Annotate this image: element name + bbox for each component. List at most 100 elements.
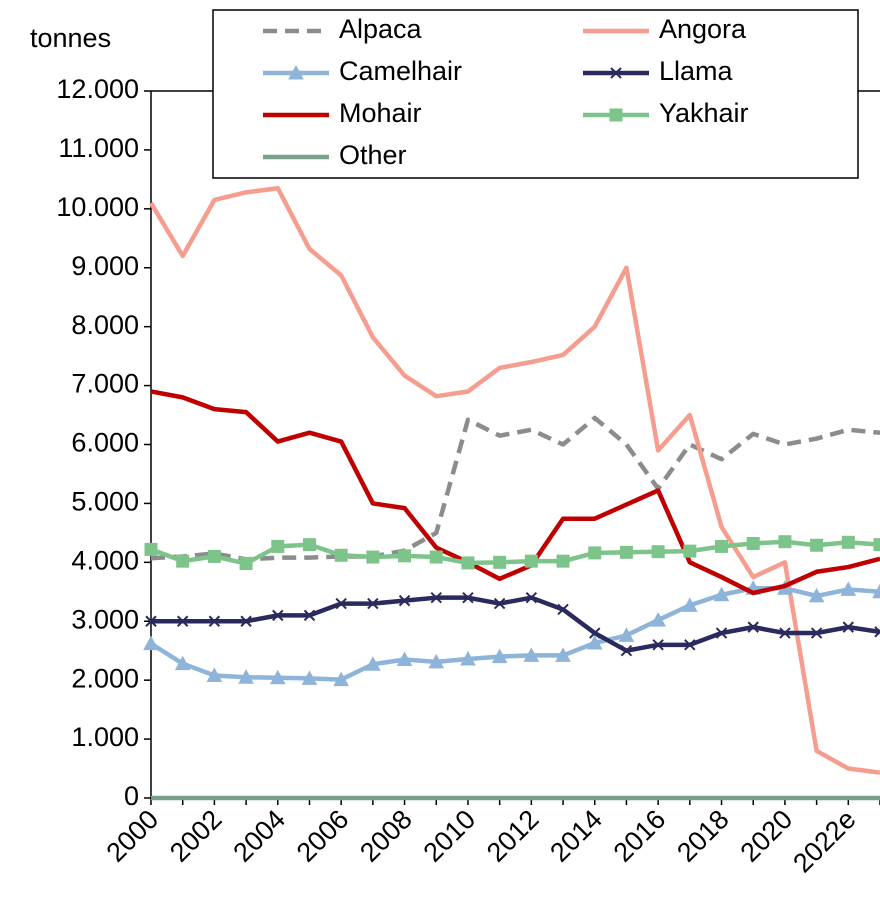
- x-tick-label: 2016: [608, 804, 672, 868]
- marker-x: [240, 615, 252, 627]
- marker-x: [208, 615, 221, 627]
- marker-triangle: [428, 653, 445, 669]
- marker-triangle: [365, 656, 381, 671]
- marker-triangle: [523, 647, 540, 662]
- x-tick-label: 2012: [481, 804, 545, 868]
- y-tick-label: 1.000: [71, 722, 139, 752]
- marker-square: [461, 556, 475, 570]
- marker-square: [524, 554, 538, 568]
- marker-triangle: [650, 612, 666, 627]
- marker-x: [747, 621, 759, 633]
- marker-triangle: [238, 669, 254, 684]
- legend-label: Alpaca: [339, 14, 423, 44]
- x-tick-label: 2008: [354, 804, 418, 868]
- legend-label: Llama: [659, 56, 734, 86]
- marker-triangle: [713, 586, 730, 602]
- x-tick-label: 2006: [291, 804, 355, 868]
- y-tick-label: 9.000: [71, 251, 139, 281]
- series-line: [151, 595, 880, 653]
- legend-box: [212, 9, 859, 179]
- marker-square: [810, 538, 824, 552]
- marker-triangle: [460, 650, 476, 666]
- marker-triangle: [269, 669, 286, 685]
- legend-label: Yakhair: [659, 98, 749, 128]
- marker-triangle: [586, 634, 603, 650]
- marker-x: [525, 591, 538, 604]
- y-tick-label: 0: [124, 781, 139, 811]
- marker-triangle: [840, 581, 857, 596]
- marker-x: [335, 597, 347, 610]
- marker-square: [746, 536, 760, 550]
- series-line: [150, 415, 880, 562]
- marker-x: [367, 597, 379, 610]
- y-tick-label: 11.000: [58, 133, 139, 163]
- y-tick-label: 8.000: [71, 310, 139, 340]
- marker-x: [842, 621, 855, 633]
- series-line: [149, 586, 880, 682]
- marker-square: [683, 544, 697, 558]
- marker-square: [873, 538, 880, 552]
- marker-triangle: [491, 648, 508, 664]
- marker-triangle: [872, 583, 880, 599]
- marker-x: [430, 591, 442, 604]
- marker-triangle: [681, 597, 698, 612]
- marker-x: [610, 67, 622, 79]
- marker-square: [366, 550, 380, 564]
- marker-square: [271, 539, 285, 553]
- marker-triangle: [143, 635, 159, 651]
- x-tick-label: 2002: [164, 804, 228, 868]
- marker-square: [302, 538, 316, 552]
- marker-x: [462, 591, 474, 604]
- x-tick-label: 2018: [671, 804, 735, 868]
- marker-triangle: [206, 667, 223, 682]
- marker-square: [207, 549, 221, 563]
- marker-triangle: [808, 587, 825, 603]
- marker-x: [557, 603, 569, 616]
- series-line: [149, 185, 880, 775]
- y-tick-label: 7.000: [71, 369, 139, 399]
- marker-triangle: [333, 671, 350, 687]
- marker-square: [176, 554, 190, 568]
- marker-square: [556, 554, 570, 568]
- y-axis-label: tonnes: [30, 23, 111, 53]
- marker-square: [239, 557, 253, 571]
- marker-square: [334, 548, 348, 562]
- x-tick-label: 2022e: [787, 804, 861, 878]
- marker-triangle: [618, 627, 635, 642]
- marker-triangle: [396, 651, 413, 667]
- y-tick-label: 6.000: [71, 428, 139, 458]
- marker-x: [145, 615, 157, 627]
- marker-square: [619, 545, 633, 559]
- marker-x: [620, 645, 633, 657]
- marker-x: [652, 639, 664, 651]
- legend-label: Other: [339, 140, 407, 170]
- marker-square: [398, 549, 412, 563]
- marker-square: [715, 539, 729, 553]
- marker-triangle: [174, 655, 191, 671]
- marker-square: [609, 108, 623, 122]
- marker-square: [651, 545, 665, 559]
- legend-label: Angora: [659, 14, 747, 44]
- marker-x: [715, 627, 728, 639]
- marker-square: [493, 555, 507, 569]
- y-tick-label: 5.000: [71, 487, 139, 517]
- x-tick-label: 2000: [101, 804, 165, 868]
- marker-x: [874, 626, 880, 638]
- marker-x: [810, 627, 823, 639]
- legend-label: Camelhair: [339, 56, 462, 86]
- y-tick-label: 2.000: [71, 663, 139, 693]
- marker-triangle: [288, 64, 304, 80]
- y-tick-label: 12.000: [56, 74, 139, 104]
- marker-x: [398, 594, 411, 607]
- marker-triangle: [301, 670, 318, 685]
- marker-x: [684, 639, 696, 651]
- y-tick-label: 3.000: [71, 604, 139, 634]
- legend-label: Mohair: [339, 98, 422, 128]
- y-tick-label: 4.000: [71, 545, 139, 575]
- marker-x: [493, 597, 506, 610]
- marker-square: [778, 535, 792, 549]
- marker-square: [144, 542, 158, 556]
- marker-square: [841, 535, 855, 549]
- marker-square: [429, 550, 443, 564]
